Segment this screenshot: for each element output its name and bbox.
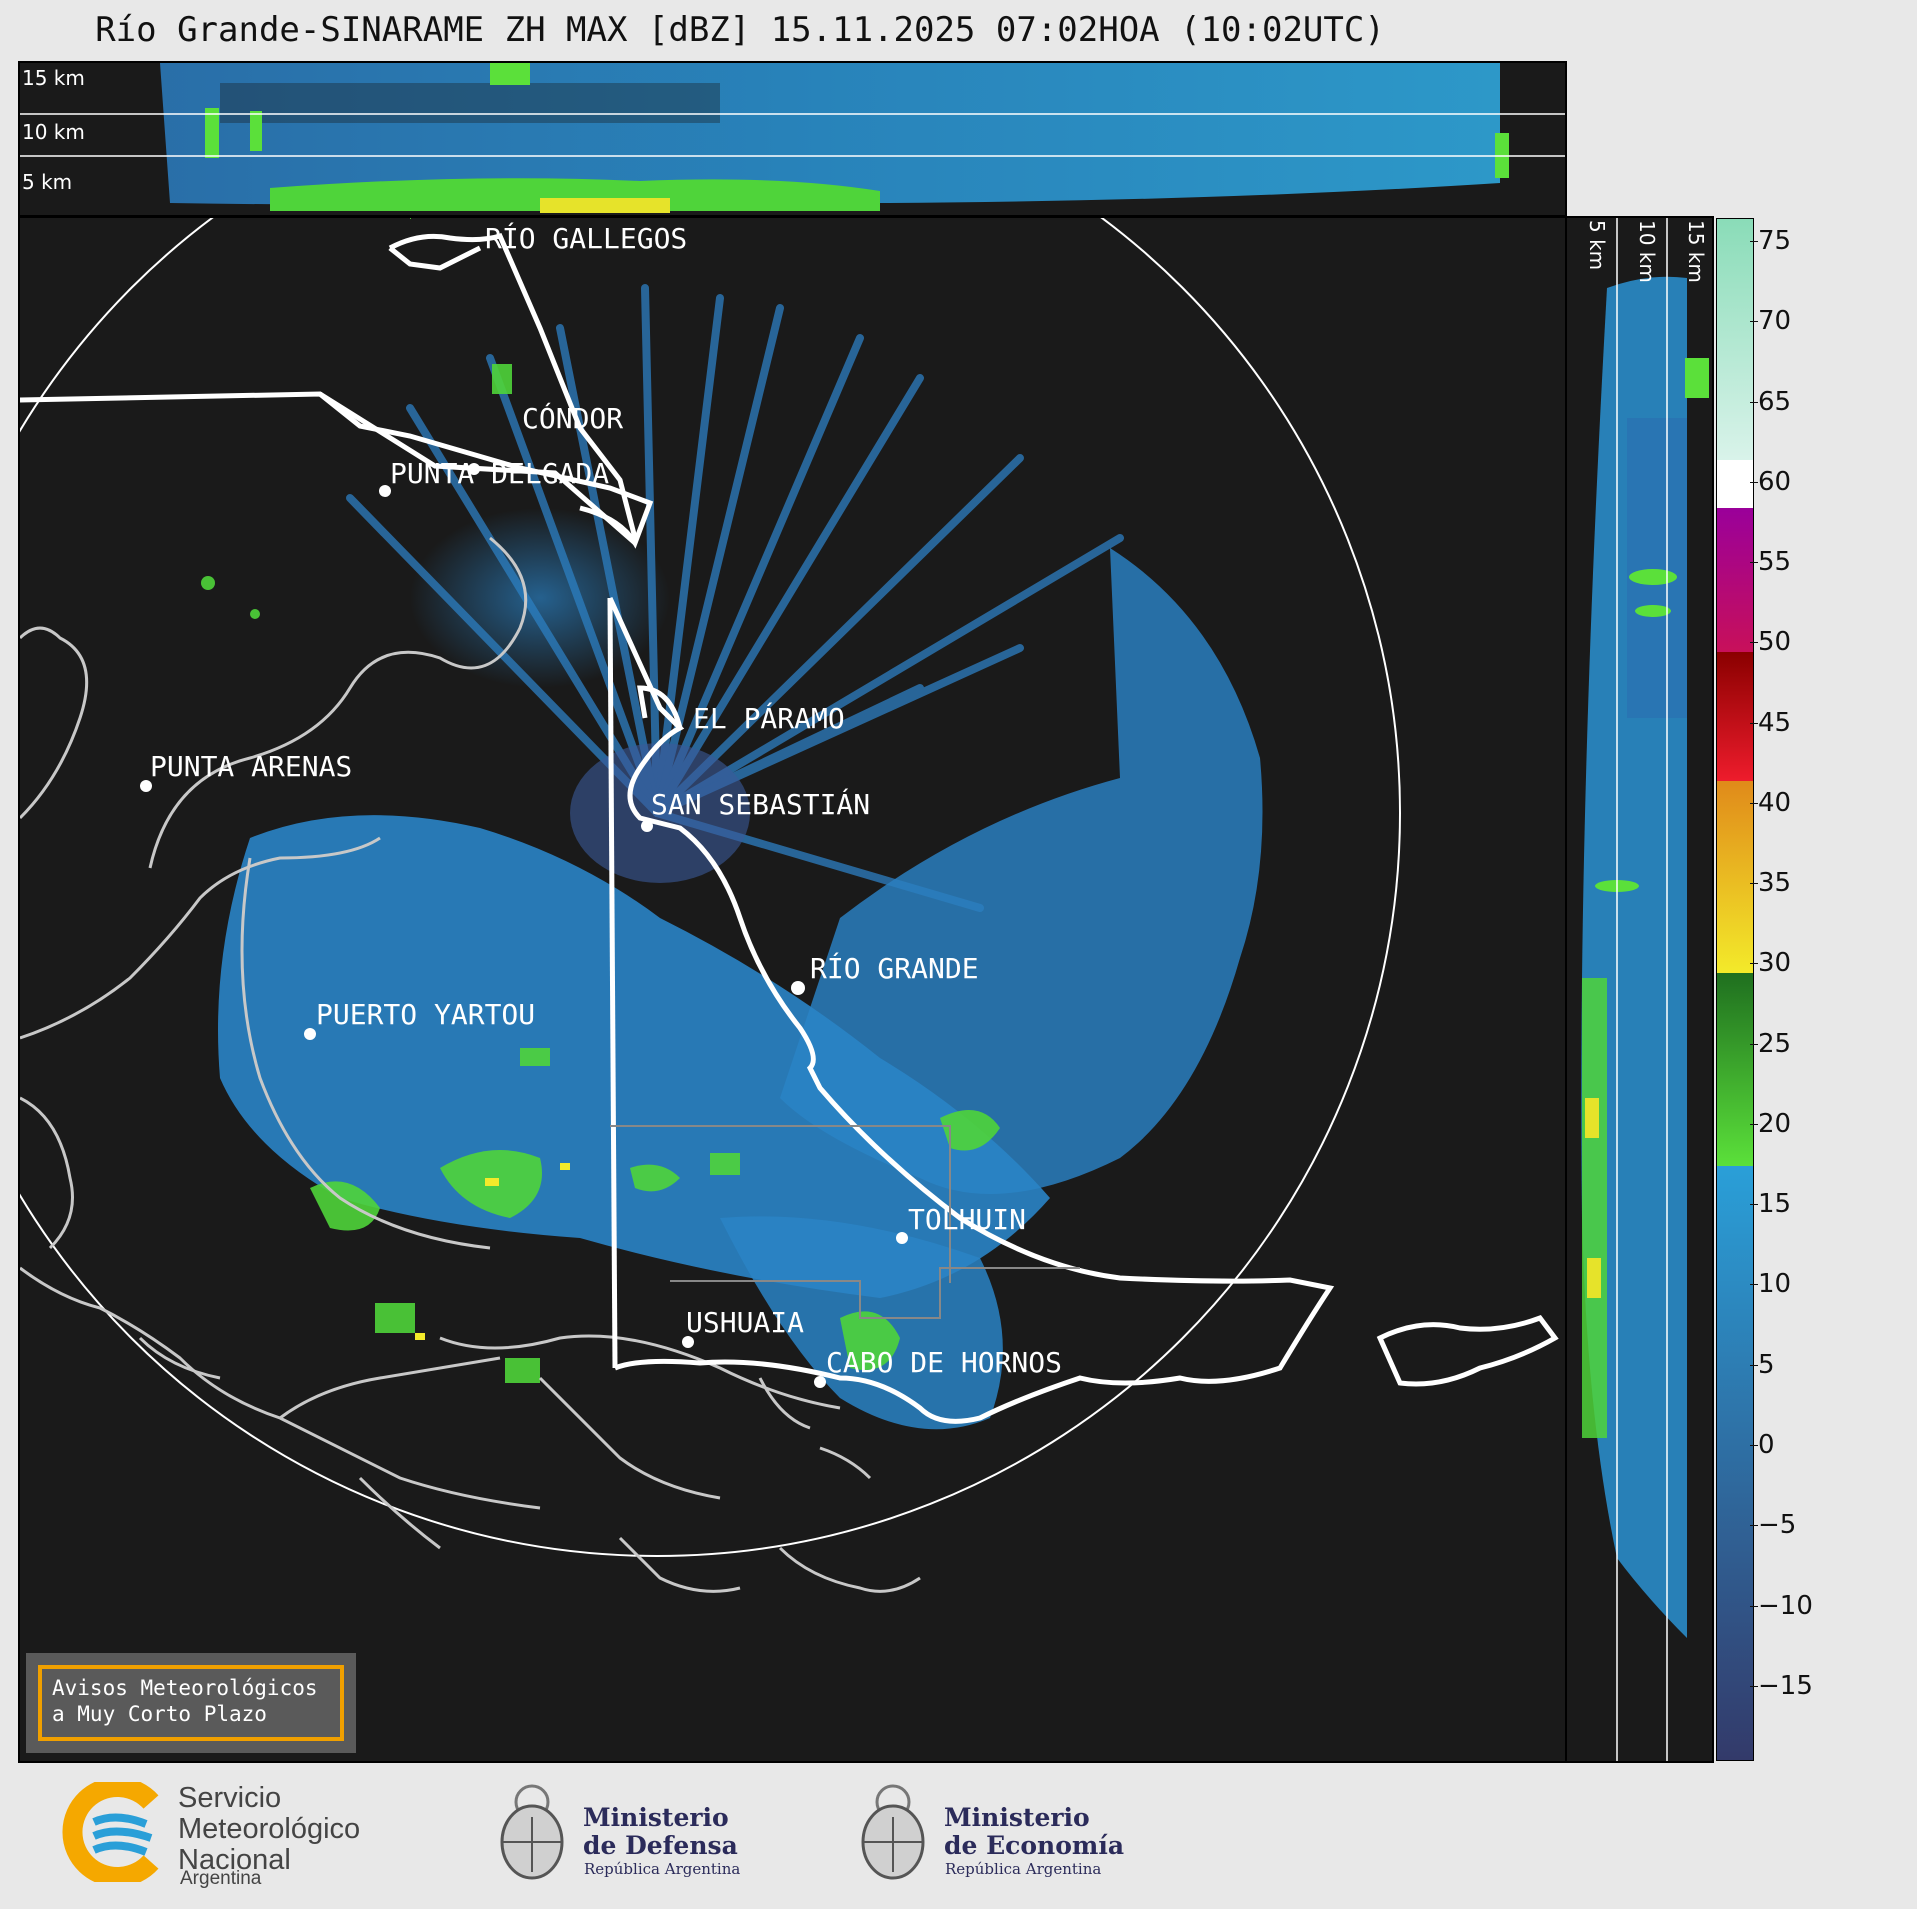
radar-map-svg: RÍO GALLEGOS CÓNDOR PUNTA DELGADA EL PÁR… [20, 218, 1559, 1593]
marker-punta-delgada [379, 485, 391, 497]
marker-rio-grande [791, 981, 805, 995]
internal-boundaries [610, 1125, 1080, 1319]
top-alt-label-5: 5 km [22, 170, 73, 194]
colorbar-tick-label: 50 [1749, 627, 1792, 658]
colorbar-tick-label: 60 [1749, 466, 1792, 497]
colorbar-tick-label: 30 [1749, 948, 1792, 979]
top-alt-label-15: 15 km [22, 66, 85, 90]
top-echo-profile [20, 63, 1565, 213]
label-el-paramo: EL PÁRAMO [693, 701, 845, 735]
colorbar-tick-label: 55 [1749, 547, 1792, 578]
coat-of-arms-icon [500, 1784, 564, 1880]
coastlines [20, 536, 921, 1593]
colorbar-tick-label: 25 [1749, 1028, 1792, 1059]
colorbar-tick-label: 10 [1749, 1269, 1792, 1300]
marker-tolhuin [896, 1232, 908, 1244]
warning-legend-box[interactable]: Avisos Meteorológicos a Muy Corto Plazo [26, 1653, 356, 1753]
borders [20, 232, 1559, 1424]
label-rio-grande: RÍO GRANDE [810, 951, 979, 985]
top-altitude-panel: 15 km 10 km 5 km [18, 61, 1567, 217]
smn-line2: Meteorológico [178, 1813, 361, 1845]
label-puerto-yartou: PUERTO YARTOU [316, 998, 535, 1031]
coat-of-arms-icon [861, 1784, 925, 1880]
colorbar-band [1717, 652, 1753, 781]
dbz-colorbar [1716, 218, 1754, 1761]
colorbar-tick-label: 40 [1749, 787, 1792, 818]
side-altitude-panel: 5 km 10 km 15 km [1565, 216, 1714, 1763]
label-rio-gallegos: RÍO GALLEGOS [485, 221, 687, 255]
colorbar-tick-label: 65 [1749, 386, 1792, 417]
colorbar-tick-label: 35 [1749, 868, 1792, 899]
radar-map[interactable]: RÍO GALLEGOS CÓNDOR PUNTA DELGADA EL PÁR… [18, 216, 1567, 1763]
marker-ushuaia [682, 1336, 694, 1348]
colorbar-band [1717, 219, 1753, 460]
colorbar-tick-label: 45 [1749, 707, 1792, 738]
economia-line2: de Economía [944, 1831, 1125, 1860]
label-condor: CÓNDOR [522, 401, 623, 435]
colorbar-band [1717, 507, 1753, 653]
colorbar-tick-label: −5 [1749, 1510, 1797, 1541]
colorbar-tick-label: 0 [1750, 1429, 1775, 1460]
colorbar-band [1717, 780, 1753, 974]
label-punta-arenas: PUNTA ARENAS [150, 750, 352, 783]
colorbar-tick-label: 20 [1749, 1108, 1792, 1139]
side-echo-profile [1581, 218, 1709, 1761]
marker-punta-arenas [140, 780, 152, 792]
colorbar-tick-label: −15 [1750, 1670, 1813, 1701]
legend-line1: Avisos Meteorológicos [52, 1676, 318, 1700]
colorbar-band [1717, 973, 1753, 1167]
colorbar-tick-label: 75 [1749, 226, 1792, 257]
smn-line3: Nacional [178, 1844, 291, 1876]
legend-line2: a Muy Corto Plazo [52, 1702, 267, 1726]
marker-san-sebastian [641, 820, 653, 832]
side-alt-label-15: 15 km [1684, 220, 1708, 283]
marker-cabo-de-hornos [814, 1376, 826, 1388]
economia-line1: Ministerio [944, 1803, 1090, 1832]
smn-line1: Servicio [178, 1782, 282, 1814]
smn-emblem-icon [62, 1782, 159, 1882]
defensa-line1: Ministerio [583, 1803, 729, 1832]
marker-puerto-yartou [304, 1028, 316, 1040]
label-tolhuin: TOLHUIN [908, 1203, 1026, 1236]
colorbar-tick-label: 15 [1749, 1189, 1792, 1220]
side-alt-label-10: 10 km [1635, 220, 1659, 283]
echo-yellow-cells [415, 1163, 570, 1340]
economia-sub: República Argentina [945, 1860, 1102, 1878]
colorbar-tick-label: 5 [1750, 1349, 1775, 1380]
colorbar-band [1717, 1166, 1753, 1760]
label-san-sebastian: SAN SEBASTIÁN [651, 787, 870, 821]
side-alt-label-5: 5 km [1585, 220, 1609, 271]
label-cabo-de-hornos: CABO DE HORNOS [826, 1346, 1062, 1379]
top-alt-label-10: 10 km [22, 120, 85, 144]
echo-cores [201, 218, 1000, 1383]
defensa-line2: de Defensa [583, 1831, 738, 1860]
colorbar-tick-label: 70 [1749, 306, 1792, 337]
smn-sub: Argentina [180, 1868, 262, 1889]
colorbar-tick-label: −10 [1750, 1590, 1813, 1621]
echo-areas [218, 508, 1263, 1430]
range-ring [20, 218, 1401, 1557]
chart-title: Río Grande-SINARAME ZH MAX [dBZ] 15.11.2… [95, 10, 1385, 50]
marker-condor [468, 463, 480, 475]
defensa-sub: República Argentina [584, 1860, 741, 1878]
label-punta-delgada: PUNTA DELGADA [390, 457, 609, 490]
label-ushuaia: USHUAIA [686, 1306, 804, 1339]
city-markers [140, 463, 908, 1388]
colorbar-band [1717, 459, 1753, 508]
